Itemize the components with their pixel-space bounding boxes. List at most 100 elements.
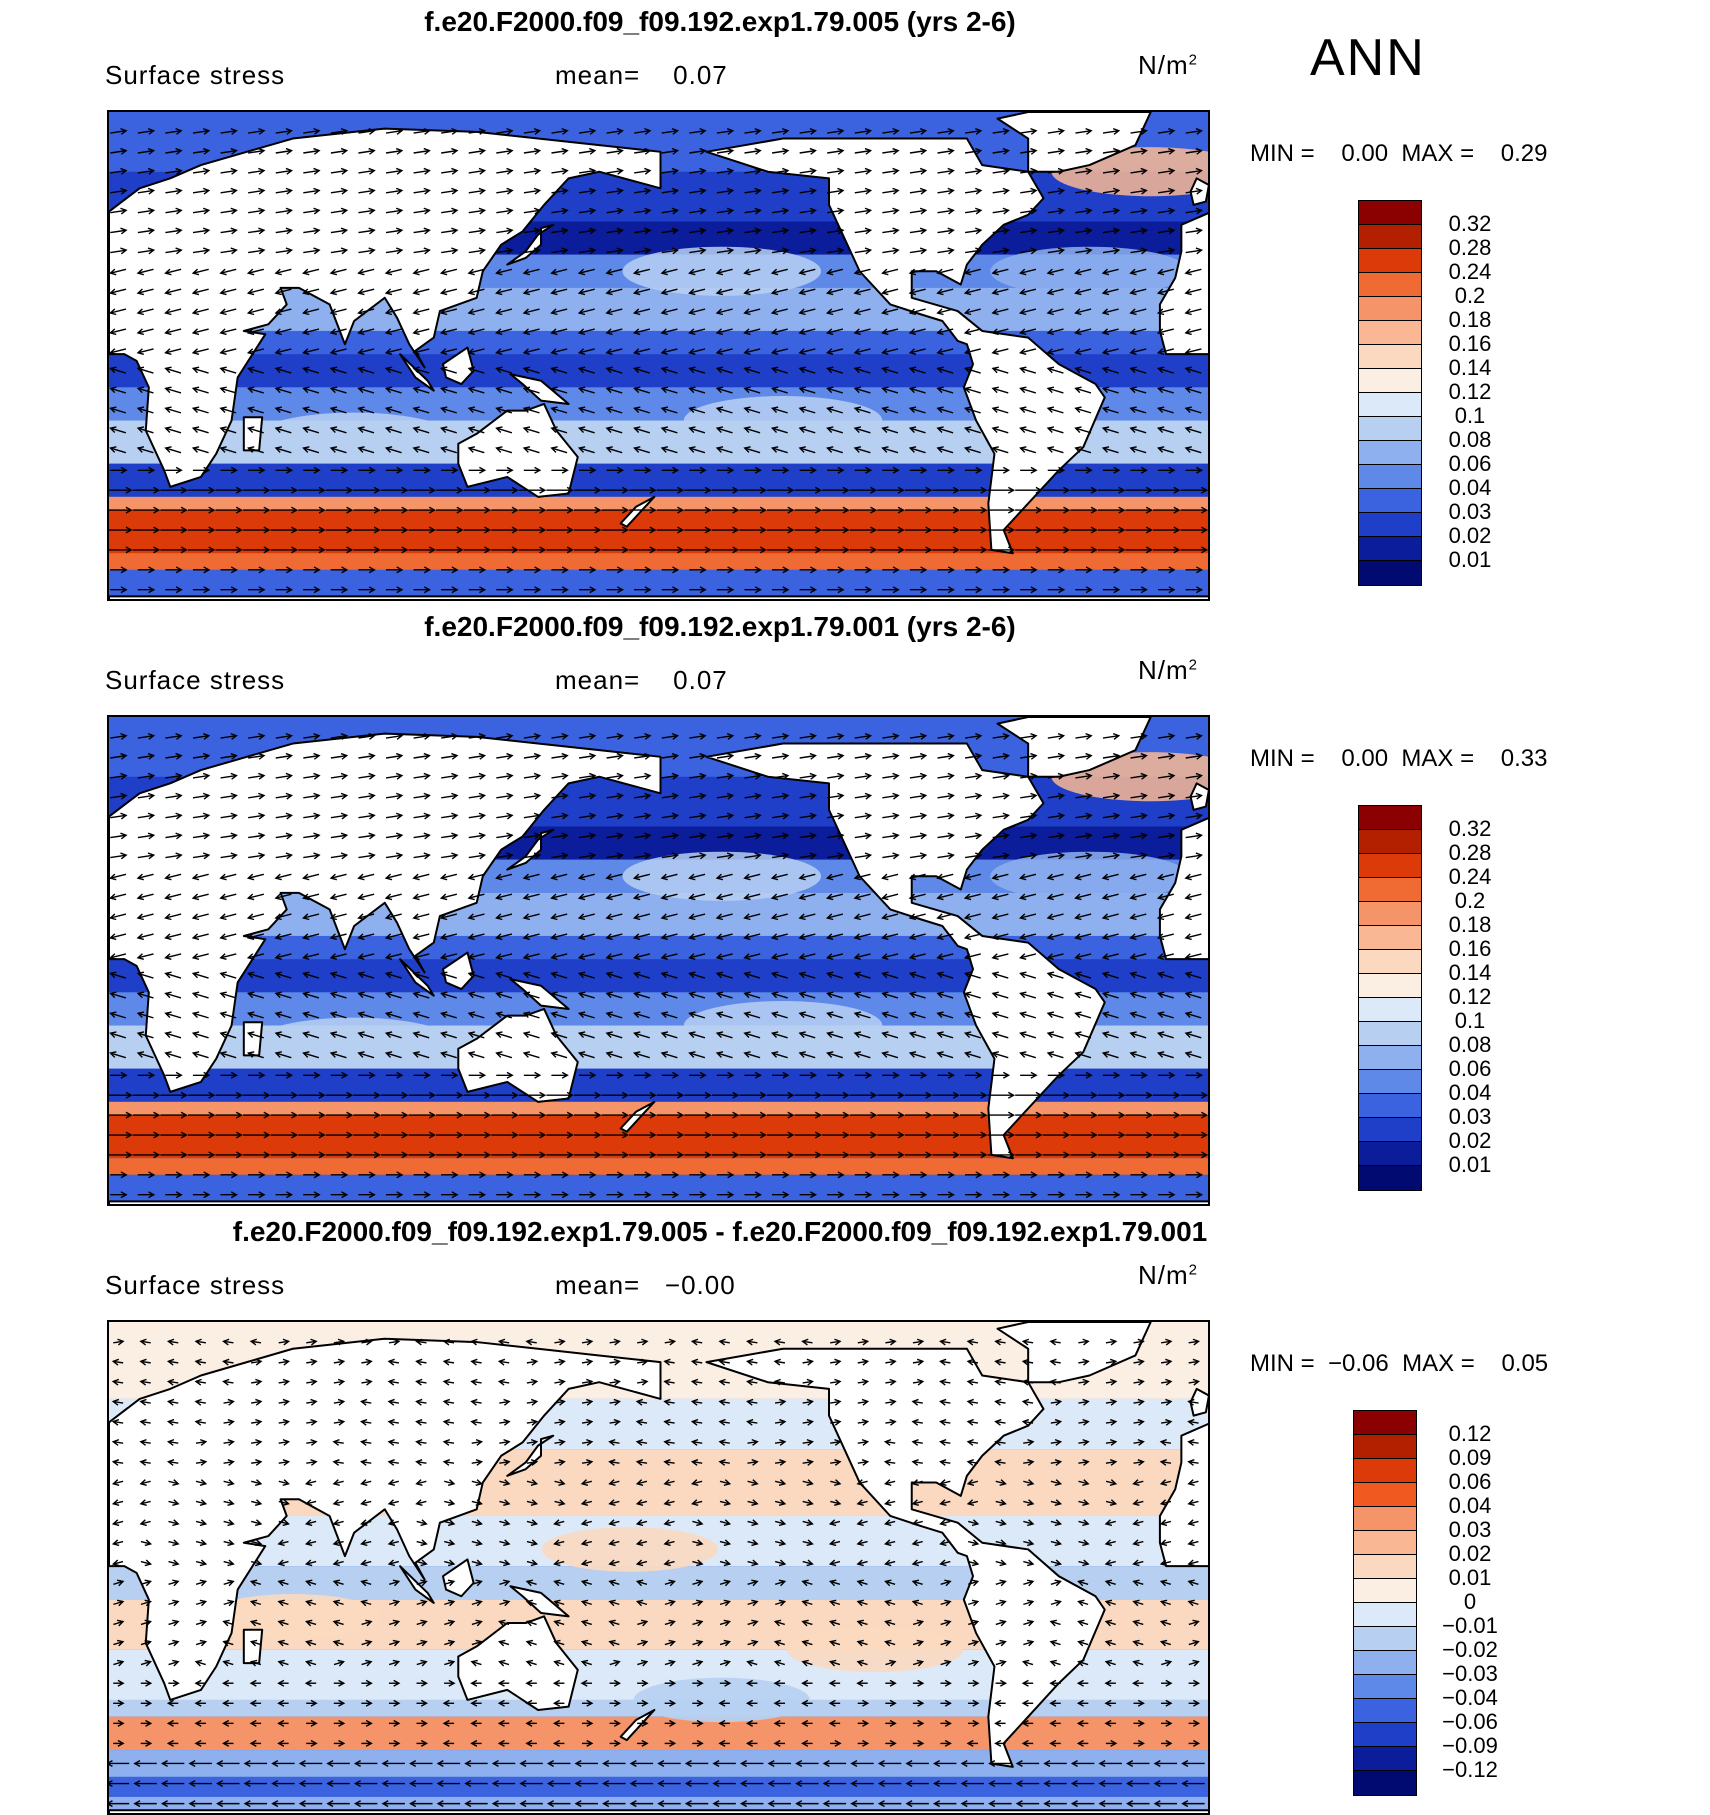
colorbar-tick-label: 0 <box>1463 1589 1477 1614</box>
mean-readout: mean= 0.07 <box>555 665 728 696</box>
colorbar-tick-label: 0.04 <box>1448 1493 1492 1518</box>
colorbar-swatch <box>1354 1675 1416 1699</box>
map-plot <box>107 715 1210 1206</box>
colorbar-tick-label: 0.04 <box>1448 475 1492 500</box>
colorbar-swatch <box>1359 417 1421 441</box>
colorbar-swatch <box>1359 998 1421 1022</box>
colorbar-tick-label: 0.04 <box>1448 1080 1492 1105</box>
colorbar-tick-label: −0.01 <box>1442 1613 1498 1638</box>
colorbar-tick-label: −0.06 <box>1442 1709 1498 1734</box>
colorbar-swatch <box>1354 1507 1416 1531</box>
mean-label: mean= <box>555 665 641 695</box>
units-label: N/m2 <box>1138 1260 1199 1290</box>
colorbar-tick-label: −0.04 <box>1442 1685 1498 1710</box>
colorbar-swatch <box>1354 1411 1416 1435</box>
colorbar-swatch <box>1359 345 1421 369</box>
colorbar-swatch <box>1359 537 1421 561</box>
colorbar-tick-label: 0.02 <box>1448 523 1492 548</box>
colorbar-tick-label: 0.14 <box>1448 960 1492 985</box>
colorbar-tick-label: 0.1 <box>1454 1008 1486 1033</box>
colorbar-tick-label: 0.01 <box>1448 547 1492 572</box>
variable-label: Surface stress <box>105 1270 286 1300</box>
colorbar-tick-label: 0.16 <box>1448 331 1492 356</box>
colorbar-tick-label: 0.1 <box>1454 403 1486 428</box>
colorbar-swatch <box>1359 249 1421 273</box>
colorbar-tick-label: 0.12 <box>1448 984 1492 1009</box>
colorbar-swatch <box>1359 321 1421 345</box>
colorbar-swatch <box>1359 441 1421 465</box>
colorbar-swatch <box>1359 465 1421 489</box>
units-label: N/m2 <box>1138 655 1199 685</box>
colorbar-tick-label: 0.06 <box>1448 451 1492 476</box>
variable-label: Surface stress <box>105 60 286 90</box>
colorbar-swatch <box>1359 1118 1421 1142</box>
colorbar-swatch <box>1354 1459 1416 1483</box>
panel-title: f.e20.F2000.f09_f09.192.exp1.79.005 (yrs… <box>424 6 1016 37</box>
mean-value: 0.07 <box>673 665 728 695</box>
colorbar-tick-label: 0.14 <box>1448 355 1492 380</box>
mean-value: 0.07 <box>673 60 728 90</box>
colorbar-swatch <box>1359 489 1421 513</box>
colorbar-swatch <box>1354 1555 1416 1579</box>
colorbar-swatch <box>1359 902 1421 926</box>
colorbar-tick-label: 0.09 <box>1448 1445 1492 1470</box>
colorbar-swatch <box>1359 1022 1421 1046</box>
colorbar-swatch <box>1359 950 1421 974</box>
colorbar-tick-label: 0.2 <box>1454 283 1486 308</box>
colorbar-swatch <box>1359 854 1421 878</box>
colorbar-tick-label: 0.32 <box>1448 816 1492 841</box>
colorbar-tick-label: 0.2 <box>1454 888 1486 913</box>
mean-readout: mean= −0.00 <box>555 1270 736 1301</box>
mean-label: mean= <box>555 1270 641 1300</box>
colorbar-swatch <box>1359 297 1421 321</box>
colorbar-swatch <box>1359 926 1421 950</box>
colorbar-swatch <box>1359 878 1421 902</box>
units-label: N/m2 <box>1138 50 1199 80</box>
colorbar-tick-label: 0.16 <box>1448 936 1492 961</box>
panel-3: f.e20.F2000.f09_f09.192.exp1.79.005 - f.… <box>0 1210 1710 1815</box>
colorbar-tick-label: 0.08 <box>1448 1032 1492 1057</box>
mean-value: −0.00 <box>664 1270 736 1300</box>
colorbar <box>1358 805 1422 1191</box>
colorbar-swatch <box>1359 561 1421 585</box>
colorbar-swatch <box>1359 225 1421 249</box>
variable-label: Surface stress <box>105 665 286 695</box>
colorbar-swatch <box>1354 1603 1416 1627</box>
colorbar-swatch <box>1354 1747 1416 1771</box>
colorbar-swatch <box>1354 1579 1416 1603</box>
colorbar-swatch <box>1354 1699 1416 1723</box>
panel-2: f.e20.F2000.f09_f09.192.exp1.79.001 (yrs… <box>0 605 1710 1206</box>
map-field <box>109 112 1208 599</box>
map-plot <box>107 110 1210 601</box>
map-field <box>109 717 1208 1204</box>
colorbar-tick-label: −0.09 <box>1442 1733 1498 1758</box>
colorbar-tick-label: 0.28 <box>1448 235 1492 260</box>
colorbar-tick-label: 0.03 <box>1448 1104 1492 1129</box>
colorbar-swatch <box>1359 1070 1421 1094</box>
colorbar-tick-label: 0.08 <box>1448 427 1492 452</box>
colorbar-tick-label: 0.03 <box>1448 499 1492 524</box>
season-label: ANN <box>1310 29 1426 87</box>
mean-readout: mean= 0.07 <box>555 60 728 91</box>
panel-1: f.e20.F2000.f09_f09.192.exp1.79.005 (yrs… <box>0 0 1710 601</box>
colorbar-tick-label: 0.24 <box>1448 864 1492 889</box>
colorbar-tick-label: −0.12 <box>1442 1757 1498 1782</box>
panel-title: f.e20.F2000.f09_f09.192.exp1.79.001 (yrs… <box>424 611 1016 642</box>
min-max-readout: MIN = −0.06 MAX = 0.05 <box>1250 1350 1549 1377</box>
colorbar-swatch <box>1359 1046 1421 1070</box>
colorbar-tick-label: 0.28 <box>1448 840 1492 865</box>
colorbar-swatch <box>1354 1483 1416 1507</box>
colorbar-tick-label: 0.02 <box>1448 1541 1492 1566</box>
colorbar-tick-label: 0.03 <box>1448 1517 1492 1542</box>
colorbar-tick-label: 0.06 <box>1448 1469 1492 1494</box>
colorbar-tick-label: 0.18 <box>1448 912 1492 937</box>
colorbar-tick-label: 0.12 <box>1448 379 1492 404</box>
colorbar-swatch <box>1354 1627 1416 1651</box>
colorbar-swatch <box>1354 1531 1416 1555</box>
colorbar-tick-label: −0.02 <box>1442 1637 1498 1662</box>
colorbar-swatch <box>1359 974 1421 998</box>
colorbar-tick-label: 0.01 <box>1448 1152 1492 1177</box>
colorbar-swatch <box>1354 1771 1416 1795</box>
colorbar-tick-label: 0.18 <box>1448 307 1492 332</box>
colorbar-tick-label: 0.02 <box>1448 1128 1492 1153</box>
